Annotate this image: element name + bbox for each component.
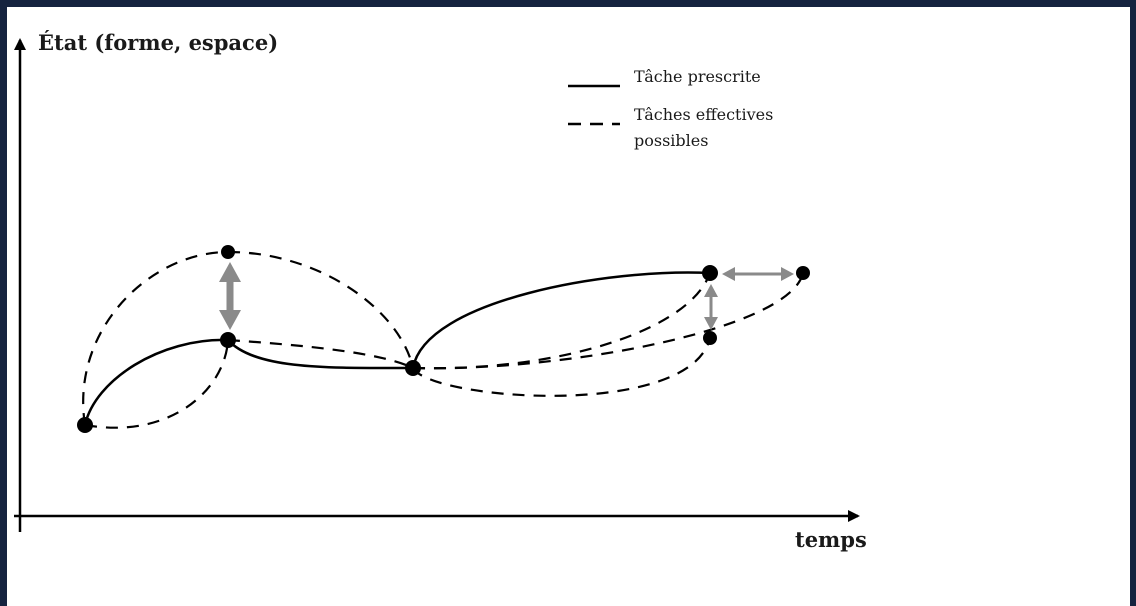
node-far-right <box>796 266 810 280</box>
node-upper-1 <box>221 245 235 259</box>
legend-dashed-label-line2: possibles <box>634 131 708 150</box>
node-start <box>77 417 93 433</box>
prescribed-segment-2 <box>227 339 414 370</box>
state-nodes <box>77 245 810 433</box>
horizontal-deviation-arrow <box>722 267 794 281</box>
legend-dashed-label-line1: Tâches effectives <box>634 105 773 124</box>
prescribed-segment-3 <box>411 271 711 369</box>
legend-solid-label: Tâche prescrite <box>634 67 761 86</box>
deviation-arrows <box>219 262 794 330</box>
dashed-lower-arc-2 <box>412 337 712 397</box>
node-center <box>405 360 421 376</box>
prescribed-task-path <box>83 271 711 426</box>
dashed-to-upper-right <box>412 272 712 370</box>
node-upper-right <box>702 265 718 281</box>
dashed-to-far-right <box>412 272 805 370</box>
vertical-deviation-arrow-large <box>219 262 241 330</box>
vertical-deviation-arrow-small <box>704 284 718 330</box>
node-middle-1 <box>220 332 236 348</box>
x-axis-label: temps <box>795 527 867 552</box>
legend: Tâche prescrite Tâches effectives possib… <box>568 67 773 150</box>
dashed-upper-arc-2 <box>227 250 415 369</box>
effective-task-paths <box>82 250 805 429</box>
dashed-middle-link <box>227 338 414 369</box>
dashed-lower-arc-1 <box>84 339 230 429</box>
dashed-upper-arc-1 <box>82 250 229 426</box>
node-lower-right <box>703 331 717 345</box>
y-axis-label: État (forme, espace) <box>38 30 278 55</box>
prescribed-segment-1 <box>83 338 229 426</box>
